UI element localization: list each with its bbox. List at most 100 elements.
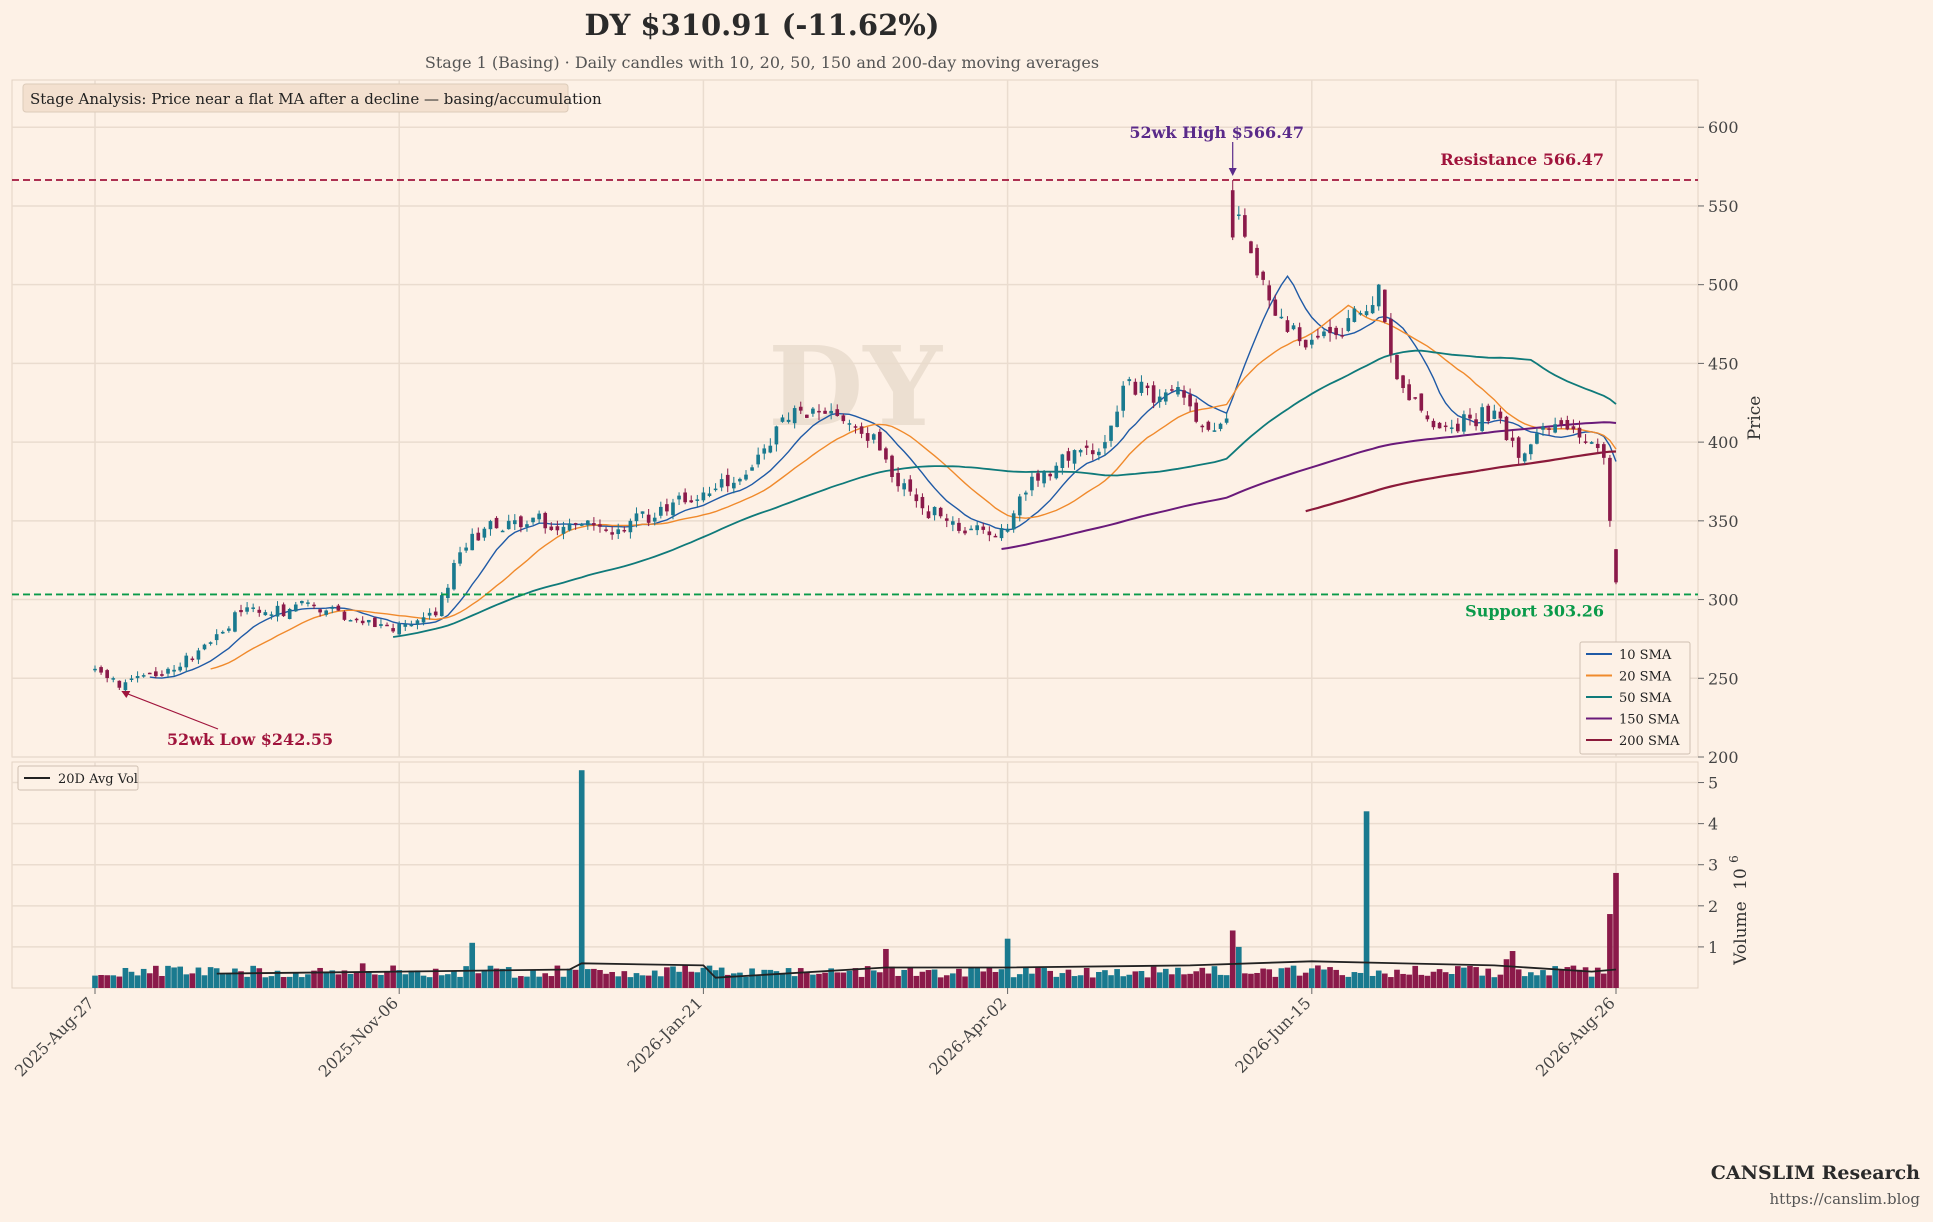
price-tick-label: 350 <box>1708 512 1739 531</box>
candle-body <box>1011 513 1016 530</box>
volume-bar <box>1308 968 1315 988</box>
candle-body <box>1474 419 1478 427</box>
candle-body <box>531 517 535 523</box>
candle-body <box>1255 247 1259 276</box>
candle-body <box>646 514 651 523</box>
volume-bar <box>828 968 834 988</box>
volume-bar <box>992 971 999 988</box>
candle-body <box>707 493 712 496</box>
volume-bar <box>299 977 305 988</box>
volume-bar <box>1035 967 1041 988</box>
volume-bar <box>724 974 731 988</box>
sma-20-line <box>210 304 1617 670</box>
volume-bar <box>420 975 427 988</box>
volume-bar <box>1327 967 1333 988</box>
price-tick-label: 250 <box>1708 669 1739 688</box>
volume-bar <box>950 973 956 988</box>
volume-bar <box>651 970 658 988</box>
volume-bar <box>925 970 932 988</box>
volume-bar <box>1613 872 1619 988</box>
candle-body <box>1103 442 1107 449</box>
volume-bar <box>1211 966 1218 988</box>
price-tick-label: 200 <box>1708 748 1739 767</box>
candle-body <box>178 666 182 671</box>
volume-bar <box>518 976 524 988</box>
volume-bar <box>1102 970 1108 988</box>
candle-body <box>385 624 389 627</box>
volume-bar <box>1254 972 1260 988</box>
candle-body <box>1468 414 1472 419</box>
volume-bar <box>1272 976 1279 988</box>
volume-bar <box>1576 969 1583 988</box>
volume-bar <box>262 977 269 988</box>
high-annotation-label: 52wk High $566.47 <box>1129 123 1304 142</box>
candle-body <box>1401 375 1405 389</box>
volume-bar <box>779 973 786 988</box>
volume-bar <box>438 975 445 988</box>
candle-body <box>1097 451 1101 456</box>
volume-bars <box>92 770 1619 988</box>
volume-bar <box>1461 967 1467 988</box>
candle-body <box>1541 426 1545 430</box>
candle-body <box>555 526 560 531</box>
candle-body <box>1413 397 1418 399</box>
volume-bar <box>1351 972 1358 988</box>
candle-body <box>1376 284 1381 307</box>
volume-bar <box>110 975 117 988</box>
candle-body <box>537 513 541 520</box>
volume-bar <box>219 974 226 988</box>
candle-body <box>421 617 426 623</box>
candle-body <box>1595 443 1600 449</box>
volume-bar <box>1260 968 1266 988</box>
candle-body <box>214 634 219 641</box>
volume-bar <box>213 968 220 988</box>
candle-body <box>1127 379 1132 382</box>
candle-body <box>1121 385 1126 411</box>
volume-bar <box>542 973 549 988</box>
volume-bar <box>323 972 330 988</box>
volume-bar <box>1138 970 1145 988</box>
candle-body <box>348 620 353 622</box>
candle-body <box>196 650 201 660</box>
candle-body <box>926 511 931 519</box>
candle-body <box>99 667 103 673</box>
volume-bar <box>1479 975 1485 988</box>
volume-bar <box>986 967 993 988</box>
volume-bar <box>177 966 183 988</box>
candle-body <box>391 628 395 632</box>
candle-body <box>354 618 359 621</box>
volume-tick-label: 2 <box>1708 897 1718 916</box>
volume-bar <box>731 973 737 988</box>
volume-bar <box>451 970 457 988</box>
volume-bar <box>390 965 396 988</box>
candle-body <box>914 494 919 502</box>
volume-bar <box>1345 976 1352 988</box>
volume-bar <box>603 973 609 988</box>
low-arrow-line <box>125 692 219 730</box>
volume-bar <box>1120 976 1127 988</box>
candle-body <box>561 526 566 534</box>
candle-body <box>993 535 998 538</box>
candle-body <box>1431 420 1436 428</box>
volume-bar <box>1071 976 1078 988</box>
candle-body <box>1188 394 1192 407</box>
candle-body <box>117 680 122 688</box>
candle-body <box>135 676 140 679</box>
volume-bar <box>426 977 433 988</box>
volume-bar <box>1083 967 1090 988</box>
candle-body <box>494 517 499 529</box>
candle-body <box>470 533 475 551</box>
volume-bar <box>1509 951 1516 988</box>
price-tick-label: 300 <box>1708 591 1739 610</box>
candle-body <box>878 431 882 451</box>
volume-bar <box>1467 965 1473 988</box>
volume-bar <box>773 971 780 988</box>
volume-bar <box>463 966 469 988</box>
candle-body <box>865 433 870 441</box>
volume-bar <box>937 977 944 988</box>
volume-bar <box>505 967 512 988</box>
volume-bar <box>183 974 190 988</box>
candle-body <box>519 516 523 528</box>
candle-body <box>287 609 292 619</box>
